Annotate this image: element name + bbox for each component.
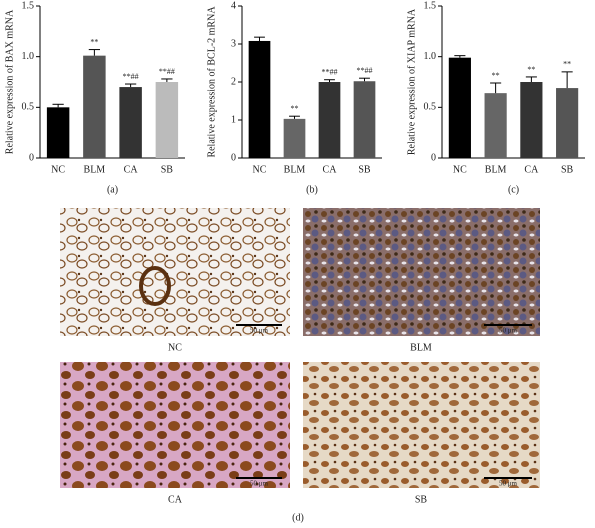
x-tick-label: BLM <box>485 164 507 175</box>
y-tick-label: 2 <box>231 76 236 87</box>
y-tick-label: 1.0 <box>22 51 35 62</box>
y-axis-label: Relative expression of BAX mRNA <box>4 9 15 154</box>
y-tick-label: 0 <box>431 152 436 163</box>
x-tick-label: SB <box>161 164 174 175</box>
significance-label: **## <box>322 68 338 77</box>
y-axis-label: Relative expression of XIAP mRNA <box>406 8 417 155</box>
bar <box>484 93 507 158</box>
micrograph <box>303 362 540 488</box>
significance-label: **## <box>123 72 139 81</box>
bar <box>119 87 142 158</box>
y-tick-label: 1.5 <box>424 0 437 11</box>
y-tick-label: 0 <box>231 152 236 163</box>
bar <box>46 107 70 158</box>
bar <box>448 57 471 158</box>
micrograph-label: SB <box>415 494 428 505</box>
micrograph-label: NC <box>168 342 182 353</box>
x-tick-label: CA <box>124 164 139 175</box>
x-tick-label: NC <box>51 164 65 175</box>
y-tick-label: 1 <box>231 114 236 125</box>
significance-label: ** <box>563 60 571 69</box>
x-tick-label: SB <box>561 164 574 175</box>
x-tick-label: BLM <box>284 164 306 175</box>
x-tick-label: BLM <box>84 164 106 175</box>
x-tick-label: CA <box>323 164 338 175</box>
bar <box>520 82 543 158</box>
bar <box>283 118 306 158</box>
micrograph-label: BLM <box>410 342 432 353</box>
significance-label: ** <box>291 104 299 113</box>
micrograph-label: CA <box>168 494 183 505</box>
micrograph <box>60 362 290 488</box>
bar <box>353 81 376 158</box>
y-tick-label: 0 <box>29 152 34 163</box>
bar <box>83 55 106 158</box>
scale-bar-label: 50 μm <box>499 480 518 488</box>
bar <box>556 88 579 158</box>
bar <box>318 82 341 158</box>
micrograph <box>60 208 290 336</box>
y-axis-label: Relative expression of BCL-2 mRNA <box>206 6 217 158</box>
panel-caption: (b) <box>306 184 318 195</box>
y-tick-label: 0.5 <box>22 102 35 113</box>
scale-bar-label: 50 μm <box>250 480 269 488</box>
y-tick-label: 1.0 <box>424 51 437 62</box>
y-tick-label: 4 <box>231 0 236 11</box>
significance-label: **## <box>357 66 373 75</box>
bar <box>248 40 271 158</box>
significance-label: ** <box>90 37 98 46</box>
x-tick-label: NC <box>453 164 467 175</box>
y-tick-label: 0.5 <box>424 102 437 113</box>
y-tick-label: 3 <box>231 38 236 49</box>
significance-label: **## <box>159 67 175 76</box>
scale-bar-label: 50 μm <box>499 327 518 335</box>
significance-label: ** <box>527 65 535 74</box>
panel-caption: (d) <box>292 512 304 523</box>
y-tick-label: 1.5 <box>22 0 35 11</box>
scale-bar-label: 50 μm <box>250 327 269 335</box>
bronchiole <box>139 266 171 306</box>
x-tick-label: CA <box>524 164 539 175</box>
bar <box>155 82 179 158</box>
micrograph-panel: 50 μm 50 μm 50 μm 50 μm NC BLM CA SB (d) <box>60 208 540 523</box>
panel-caption: (c) <box>508 184 519 195</box>
significance-label: ** <box>492 71 500 80</box>
x-tick-label: NC <box>253 164 267 175</box>
micrograph <box>303 208 540 336</box>
panel-caption: (a) <box>107 184 118 195</box>
x-tick-label: SB <box>358 164 371 175</box>
